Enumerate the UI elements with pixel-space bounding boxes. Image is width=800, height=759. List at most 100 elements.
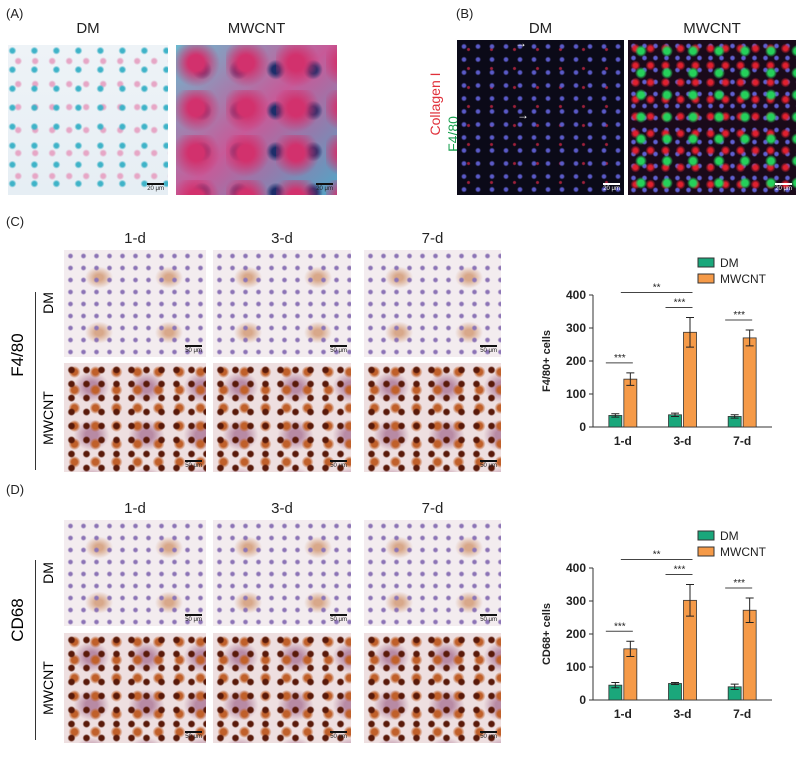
y-tick-label: 400 [566,561,586,575]
panel-a-title-dm: DM [76,20,100,37]
micrograph-b-dm: → → 20 μm [457,40,624,195]
micrograph-d-mwcnt-1d: 50 μm [64,633,206,743]
bar-mwcnt-7-d [742,337,757,428]
arrow-icon: → [515,40,527,50]
legend-swatch-mwcnt [697,273,715,284]
col-header: 3-d [271,230,293,247]
legend-swatch-mwcnt [697,546,715,557]
micrograph-b-mwcnt: 20 μm [628,40,796,195]
error-bar [611,413,620,418]
arrow-icon: → [517,108,529,122]
y-tick-label: 200 [566,354,586,368]
error-bar [745,329,754,347]
micrograph-a-mwcnt: 20 μm [176,45,337,195]
error-bar [686,316,694,348]
legend-label-dm: DM [720,529,739,543]
legend-label-dm: DM [720,256,739,270]
bar-dm-3-d [668,683,682,701]
y-tick-label: 300 [566,594,586,608]
scale-bar: 50 μm [185,614,202,623]
row-label-dm: DM [40,292,56,314]
legend-swatch-dm [697,530,715,541]
y-tick-label: 400 [566,288,586,302]
divider [35,560,36,740]
legend-label-mwcnt: MWCNT [720,545,767,559]
error-bar [671,412,679,417]
error-bar [745,597,754,623]
error-bar [730,683,739,690]
scale-bar: 20 μm [316,183,333,192]
scale-bar: 50 μm [480,614,497,623]
significance-label: *** [674,565,686,576]
row-label-mwcnt: MWCNT [40,391,56,445]
scale-bar: 50 μm [330,345,347,354]
error-bar [611,682,620,689]
legend-label-mwcnt: MWCNT [720,272,767,286]
significance-label: *** [733,578,745,589]
scale-bar: 50 μm [185,460,202,469]
marker-label: CD68 [8,598,27,642]
significance-label: *** [674,297,686,308]
micrograph-d-dm-3d: 50 μm [213,520,351,626]
y-tick-label: 0 [579,420,586,434]
col-header: 7-d [421,500,444,517]
panel-a-label: (A) [6,6,24,21]
scale-bar: 50 μm [330,614,347,623]
scale-bar: 20 μm [603,183,620,192]
micrograph-a-dm: 20 μm [8,45,168,195]
x-tick-label: 7-d [733,707,751,721]
panel-b-title-mwcnt: MWCNT [683,20,741,37]
panel-b-title-dm: DM [528,20,553,37]
micrograph-c-mwcnt-1d: 50 μm [64,363,206,472]
scale-bar: 20 μm [775,183,792,192]
x-tick-label: 3-d [674,434,692,448]
marker-label: F4/80 [8,333,27,377]
y-tick-label: 300 [566,321,586,335]
micrograph-d-mwcnt-7d: 50 μm [364,633,501,743]
bar-mwcnt-1-d [623,378,638,428]
error-bar [730,414,739,419]
y-tick-label: 100 [566,660,586,674]
scale-bar: 50 μm [330,460,347,469]
x-tick-label: 7-d [733,434,751,448]
scale-bar: 50 μm [480,345,497,354]
error-bar [626,640,635,657]
scale-bar: 50 μm [185,345,202,354]
scale-bar: 20 μm [147,183,164,192]
significance-label: ** [653,282,661,293]
chart-f480: DM MWCNT 0 100 200 300 400 F4/80+ cells 1-d *** 3-… [541,256,772,448]
y-axis-label: F4/80+ cells [541,330,553,392]
significance-label: *** [614,353,626,364]
micrograph-c-dm-7d: 50 μm [364,250,501,357]
col-header: 3-d [271,500,293,517]
scale-bar: 50 μm [185,731,202,740]
bar-mwcnt-7-d [742,609,757,701]
legend-swatch-dm [697,257,715,268]
micrograph-c-dm-1d: 50 μm [64,250,206,357]
significance-label: ** [653,550,661,561]
scale-bar: 50 μm [480,731,497,740]
micrograph-c-mwcnt-3d: 50 μm [213,363,351,472]
y-tick-label: 0 [579,693,586,707]
stain-label-collagen: Collagen I [427,72,443,136]
row-label-mwcnt: MWCNT [40,661,56,715]
panel-c-label: (C) [6,214,25,229]
col-header: 1-d [124,230,146,247]
micrograph-d-dm-1d: 50 μm [64,520,206,626]
panel-d-label: (D) [6,482,25,497]
scale-bar: 50 μm [480,460,497,469]
divider [35,292,36,470]
y-tick-label: 200 [566,627,586,641]
scale-bar: 50 μm [330,731,347,740]
col-header: 7-d [421,230,444,247]
micrograph-d-mwcnt-3d: 50 μm [213,633,351,743]
significance-label: *** [733,310,745,321]
y-axis-label: CD68+ cells [541,603,553,665]
error-bar [686,584,694,617]
x-tick-label: 3-d [674,707,692,721]
x-tick-label: 1-d [614,707,632,721]
y-tick-label: 100 [566,387,586,401]
panel-a-title-mwcnt: MWCNT [227,20,286,37]
micrograph-c-dm-3d: 50 μm [213,250,351,357]
micrograph-c-mwcnt-7d: 50 μm [364,363,501,472]
